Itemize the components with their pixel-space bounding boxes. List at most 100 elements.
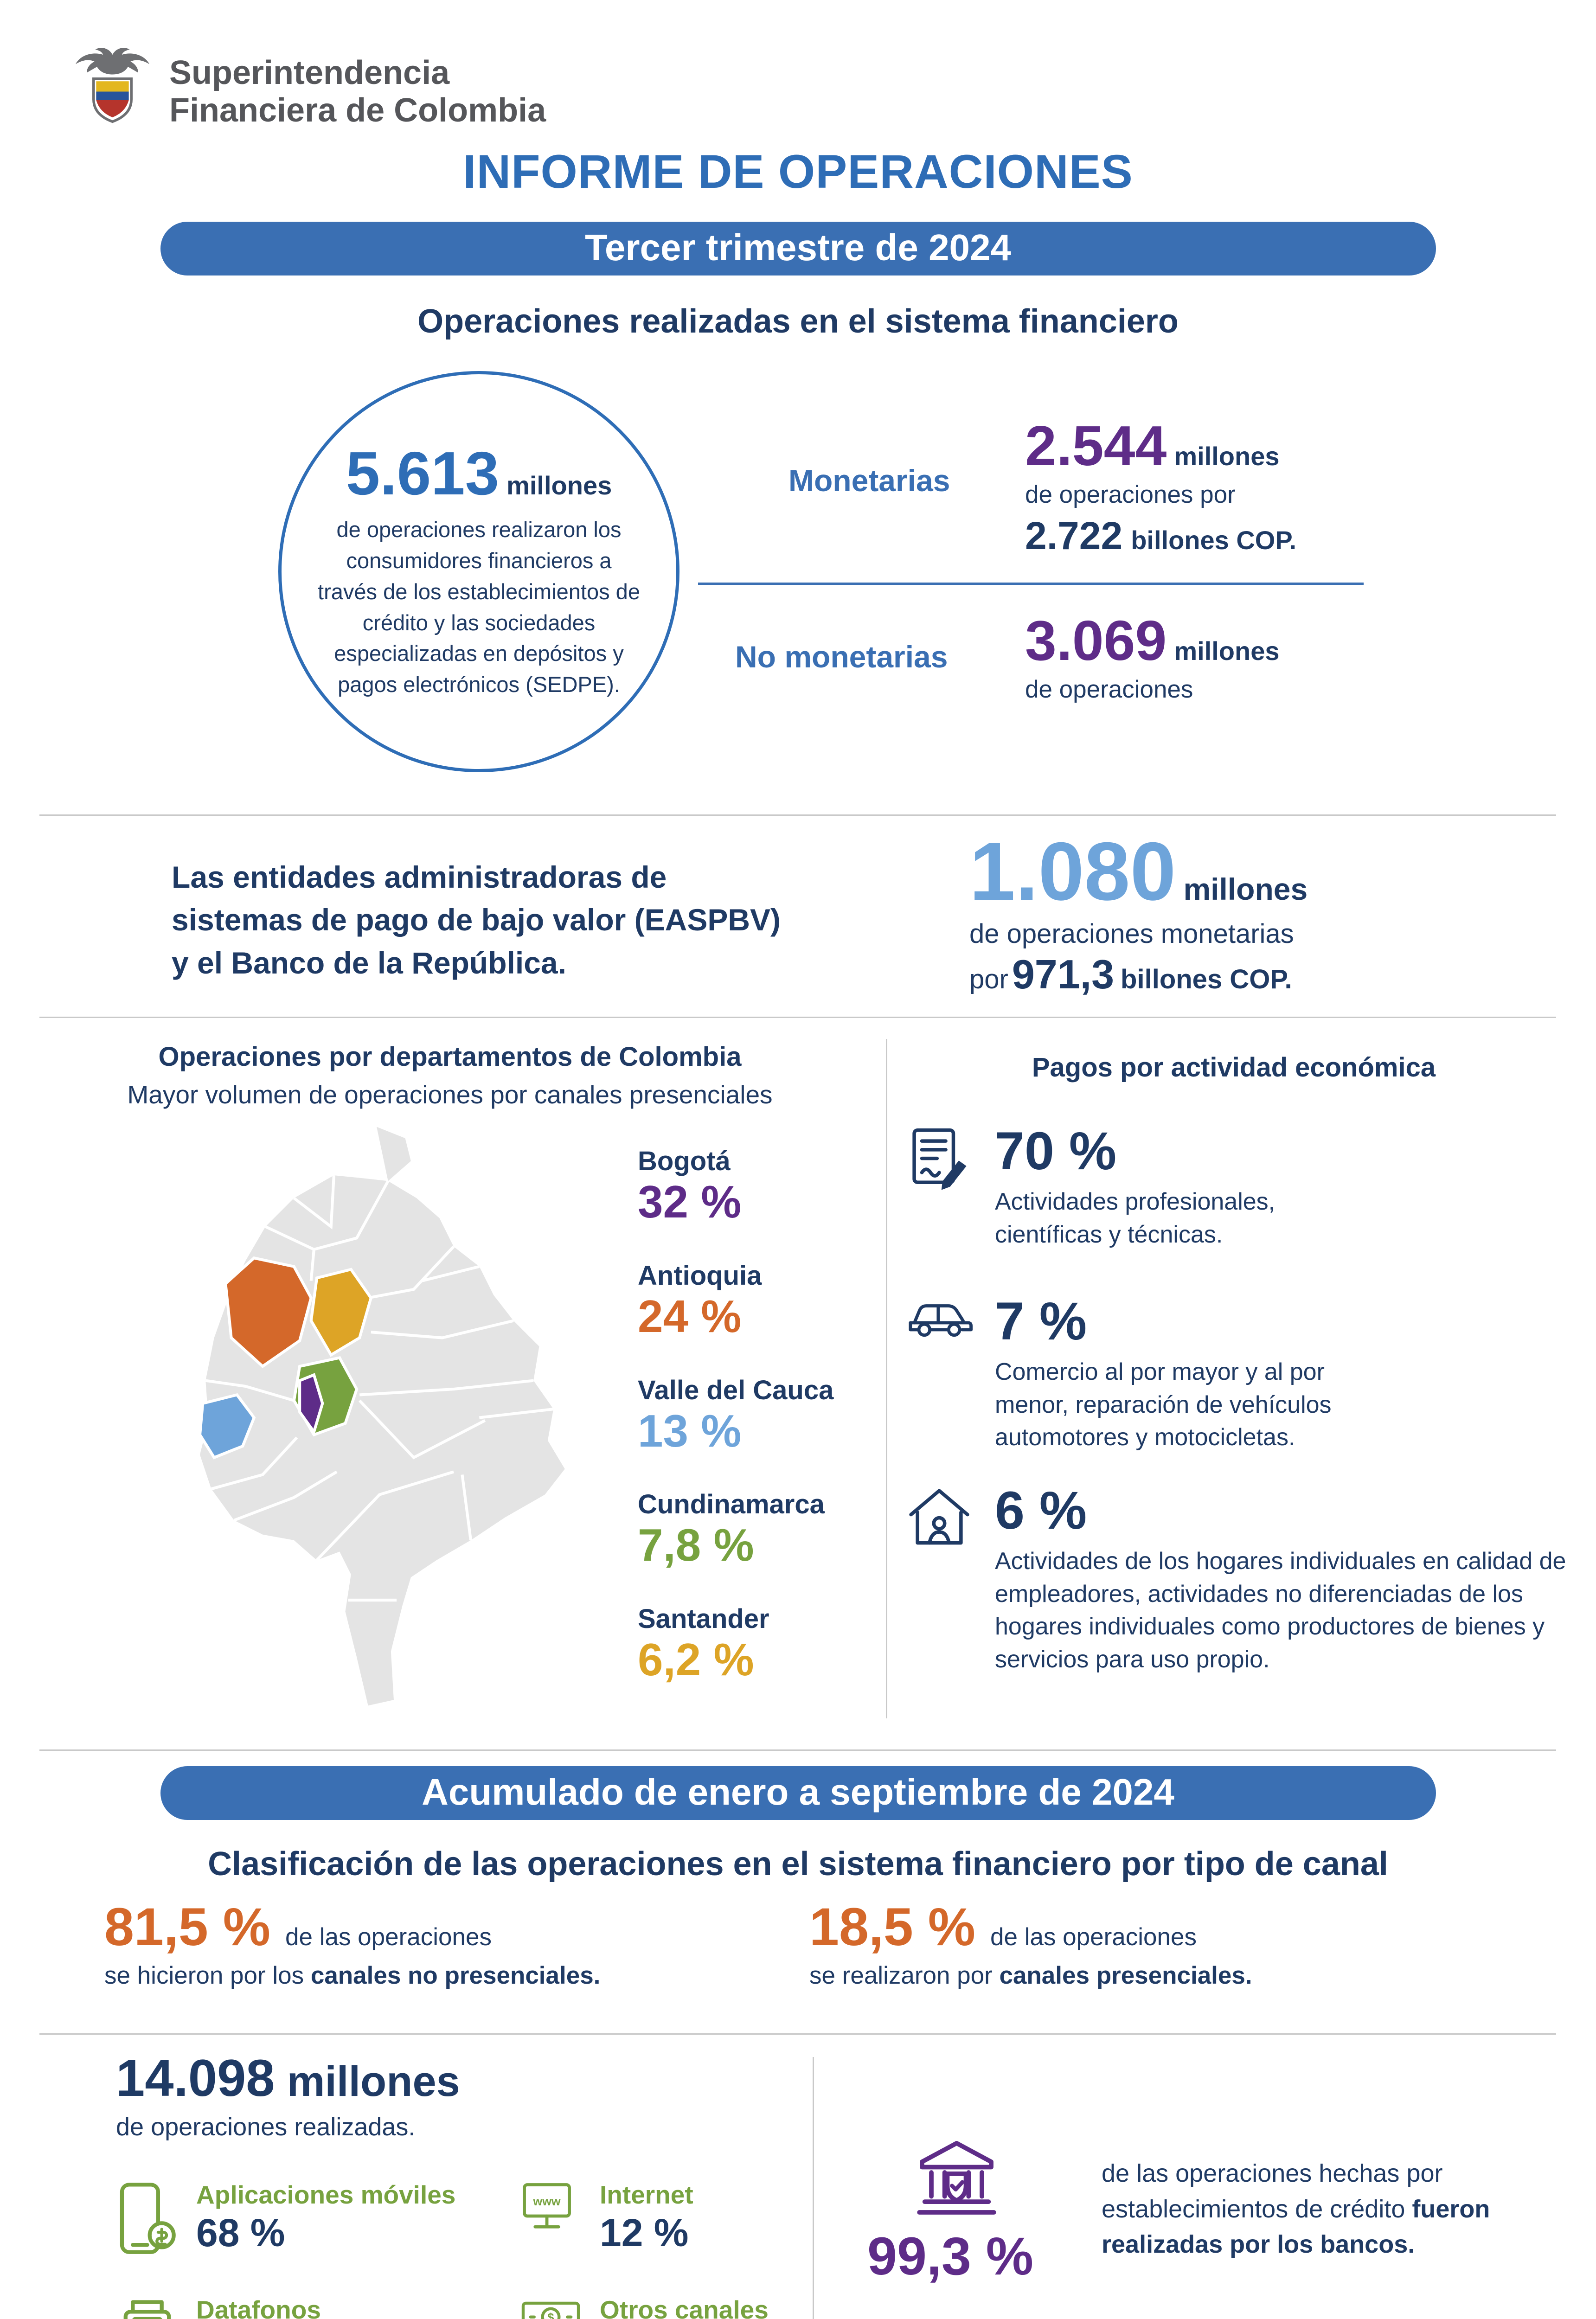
department-value: 6,2 % bbox=[638, 1634, 754, 1685]
banks-share-value: 99,3 % bbox=[867, 2227, 1034, 2286]
presential-block: 18,5 % de las operaciones se realizaron … bbox=[809, 1901, 1252, 1990]
section-divider bbox=[39, 1749, 1556, 1751]
monetary-amount-unit: billones COP. bbox=[1131, 525, 1297, 555]
activity-item-commerce: 7 % Comercio al por mayor y al por menor… bbox=[904, 1295, 1375, 1454]
consumers-description: de operaciones realizaron los consumidor… bbox=[318, 517, 640, 697]
non-monetary-value: 3.069 bbox=[1025, 609, 1167, 672]
monetary-amount: 2.722 bbox=[1025, 514, 1123, 557]
easpbv-amount: 971,3 bbox=[1012, 951, 1115, 997]
monetary-label: Monetarias bbox=[788, 463, 950, 498]
department-item-bogota: Bogotá 32 % bbox=[638, 1146, 833, 1228]
classification-title: Clasificación de las operaciones en el s… bbox=[208, 1845, 1388, 1883]
channel-item-mobile-apps: Aplicaciones móviles 68 % bbox=[116, 2180, 455, 2262]
money-icon: $ bbox=[519, 2295, 582, 2319]
presential-line-bold: canales presenciales. bbox=[999, 1962, 1252, 1989]
map-region-santander bbox=[309, 1268, 373, 1357]
logo-line1: Superintendencia bbox=[169, 54, 450, 91]
section-divider bbox=[39, 2033, 1556, 2035]
non-monetary-row: No monetarias 3.069 millones de operacio… bbox=[735, 612, 1279, 704]
department-name: Cundinamarca bbox=[638, 1489, 825, 1520]
bank-icon bbox=[911, 2133, 1002, 2223]
presential-value: 18,5 % bbox=[809, 1897, 976, 1957]
totals-value: 14.098 bbox=[116, 2049, 275, 2107]
mobile-app-icon bbox=[116, 2180, 179, 2262]
svg-text:www: www bbox=[533, 2195, 561, 2208]
non-presential-line-normal: se hicieron por los bbox=[104, 1962, 311, 1989]
channel-value: 68 % bbox=[196, 2211, 285, 2255]
non-presential-value: 81,5 % bbox=[104, 1897, 271, 1957]
non-presential-suffix: de las operaciones bbox=[285, 1923, 492, 1951]
easpbv-line: de operaciones monetarias bbox=[969, 919, 1294, 949]
easpbv-unit: millones bbox=[1183, 872, 1308, 906]
channel-label: Aplicaciones móviles bbox=[196, 2180, 456, 2209]
non-monetary-line: de operaciones bbox=[1025, 676, 1193, 703]
column-divider bbox=[813, 2057, 814, 2319]
activity-text: Actividades de los hogares individuales … bbox=[995, 1548, 1566, 1673]
easpbv-figures: 1.080 millones de operaciones monetarias… bbox=[969, 830, 1308, 995]
column-divider bbox=[886, 1039, 887, 1718]
departments-subtitle: Mayor volumen de operaciones por canales… bbox=[127, 1080, 773, 1109]
department-item-santander: Santander 6,2 % bbox=[638, 1603, 833, 1685]
map-region-valle-del-cauca bbox=[198, 1393, 256, 1460]
section-divider bbox=[39, 814, 1556, 816]
monetary-separator-line bbox=[698, 583, 1364, 585]
non-presential-line-bold: canales no presenciales. bbox=[310, 1962, 601, 1989]
department-name: Valle del Cauca bbox=[638, 1375, 834, 1405]
channel-item-other: $ Otros canales 12 % bbox=[519, 2295, 769, 2319]
totals-block: 14.098 millones de operaciones realizada… bbox=[116, 2052, 460, 2141]
totals-unit: millones bbox=[287, 2058, 460, 2105]
colombia-map bbox=[123, 1115, 608, 1729]
department-value: 13 % bbox=[638, 1405, 742, 1456]
section-title-operations: Operaciones realizadas en el sistema fin… bbox=[417, 303, 1179, 340]
car-icon bbox=[904, 1295, 974, 1454]
department-name: Bogotá bbox=[638, 1146, 731, 1176]
presential-line: se realizaron por canales presenciales. bbox=[809, 1961, 1252, 1990]
banks-share-text: de las operaciones hechas por establecim… bbox=[1102, 2156, 1533, 2262]
departments-list: Bogotá 32 % Antioquia 24 % Valle del Cau… bbox=[638, 1146, 833, 1718]
activities-title: Pagos por actividad económica bbox=[1032, 1052, 1436, 1083]
non-presential-block: 81,5 % de las operaciones se hicieron po… bbox=[104, 1901, 600, 1990]
contract-icon bbox=[904, 1125, 974, 1251]
easpbv-value: 1.080 bbox=[969, 825, 1176, 917]
channel-item-datafonos: Datafonos 8 % bbox=[116, 2295, 321, 2319]
channel-value: 12 % bbox=[600, 2211, 689, 2255]
quarter-banner: Tercer trimestre de 2024 bbox=[160, 222, 1436, 275]
channel-label: Internet bbox=[600, 2180, 693, 2209]
department-name: Santander bbox=[638, 1604, 769, 1634]
activity-value: 7 % bbox=[995, 1292, 1087, 1351]
department-item-cundinamarca: Cundinamarca 7,8 % bbox=[638, 1489, 833, 1571]
totals-subtitle: de operaciones realizadas. bbox=[116, 2113, 416, 2141]
logo-line2: Financiera de Colombia bbox=[169, 91, 546, 129]
activity-value: 70 % bbox=[995, 1121, 1117, 1181]
page-title: INFORME DE OPERACIONES bbox=[463, 145, 1133, 198]
department-value: 32 % bbox=[638, 1176, 742, 1227]
consumers-unit: millones bbox=[506, 471, 612, 500]
svg-text:$: $ bbox=[547, 2312, 554, 2319]
monetary-value: 2.544 bbox=[1025, 414, 1167, 477]
department-item-valle-del-cauca: Valle del Cauca 13 % bbox=[638, 1375, 833, 1457]
department-value: 24 % bbox=[638, 1290, 742, 1342]
monetary-line: de operaciones por bbox=[1025, 481, 1236, 508]
section-divider bbox=[39, 1017, 1556, 1018]
non-monetary-label: No monetarias bbox=[735, 640, 948, 674]
departments-title: Operaciones por departamentos de Colombi… bbox=[158, 1042, 742, 1072]
channel-label: Datafonos bbox=[196, 2295, 321, 2319]
non-monetary-unit: millones bbox=[1174, 636, 1280, 666]
easpbv-amount-unit: billones COP. bbox=[1121, 964, 1292, 994]
map-region-antioquia bbox=[224, 1256, 313, 1368]
department-value: 7,8 % bbox=[638, 1519, 754, 1571]
easpbv-description: Las entidades administradoras de sistema… bbox=[172, 860, 781, 980]
activity-item-professional: 70 % Actividades profesionales, científi… bbox=[904, 1125, 1375, 1251]
coat-of-arms-icon bbox=[70, 44, 155, 139]
easpbv-amount-prefix: por bbox=[969, 964, 1008, 994]
banks-text-bold: fueron realizadas por los bancos. bbox=[1102, 2195, 1490, 2259]
monetary-unit: millones bbox=[1174, 442, 1280, 471]
activity-value: 6 % bbox=[995, 1481, 1087, 1540]
logo-text: Superintendencia Financiera de Colombia bbox=[169, 54, 546, 129]
map-region-bogota bbox=[298, 1373, 324, 1435]
non-presential-line: se hicieron por los canales no presencia… bbox=[104, 1961, 600, 1990]
internet-icon: www bbox=[519, 2180, 582, 2236]
presential-line-normal: se realizaron por bbox=[809, 1962, 1000, 1989]
logo: Superintendencia Financiera de Colombia bbox=[70, 44, 546, 139]
